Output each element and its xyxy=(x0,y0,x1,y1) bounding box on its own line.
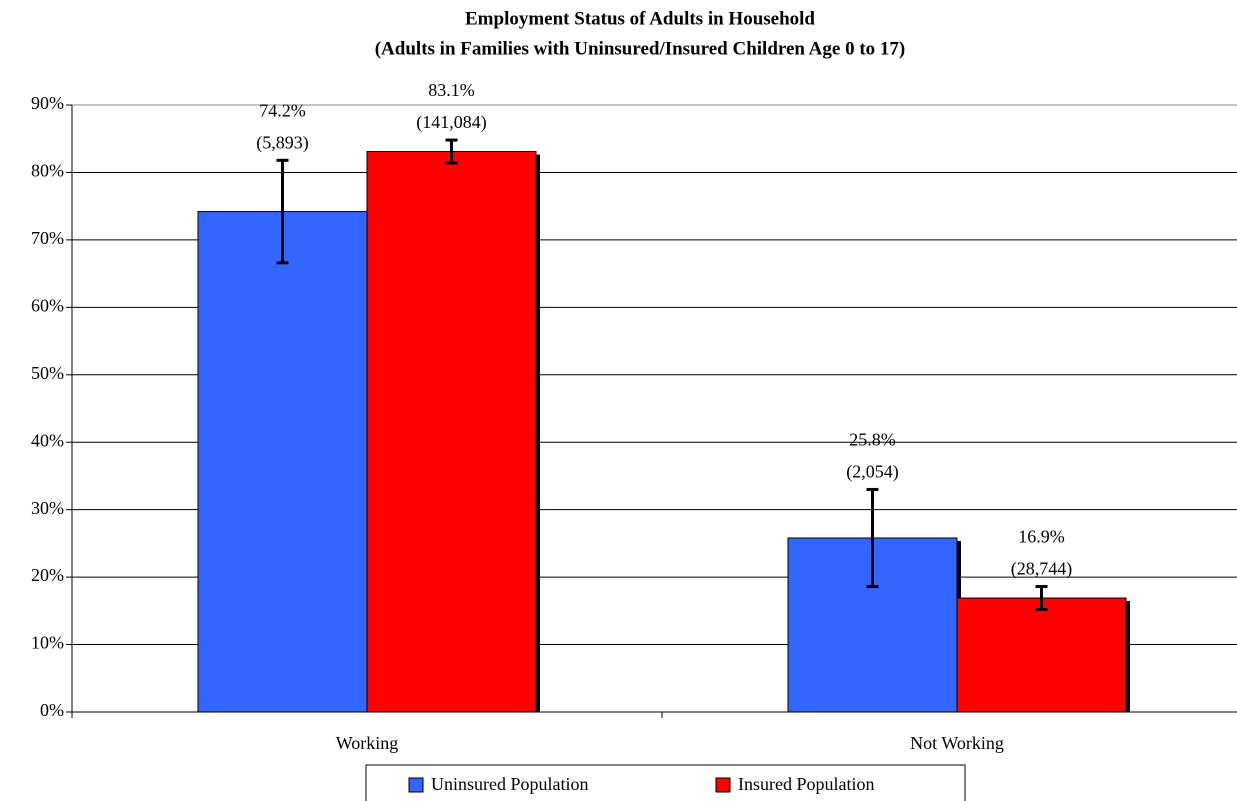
value-label: 25.8% xyxy=(849,430,896,450)
count-label: (28,744) xyxy=(1011,559,1073,580)
y-tick-label: 30% xyxy=(31,498,64,518)
count-label: (2,054) xyxy=(846,462,899,483)
bar xyxy=(956,597,1127,713)
value-label: 16.9% xyxy=(1018,527,1065,547)
chart-title: Employment Status of Adults in Household xyxy=(465,8,815,29)
count-label: (5,893) xyxy=(256,132,309,153)
bar xyxy=(366,151,537,713)
value-label: 83.1% xyxy=(428,80,475,100)
y-tick-label: 60% xyxy=(31,295,64,315)
y-tick-label: 20% xyxy=(31,565,64,585)
value-label: 74.2% xyxy=(259,100,306,120)
y-tick-label: 70% xyxy=(31,228,64,248)
legend-label: Insured Population xyxy=(738,774,875,794)
x-tick-label: Working xyxy=(336,733,399,753)
y-tick-label: 10% xyxy=(31,633,64,653)
y-tick-label: 80% xyxy=(31,161,64,181)
y-tick-label: 40% xyxy=(31,430,64,450)
legend-box xyxy=(365,764,966,801)
x-tick-label: Not Working xyxy=(910,733,1004,753)
y-tick-label: 50% xyxy=(31,363,64,383)
y-tick-label: 0% xyxy=(40,700,64,720)
legend-swatch xyxy=(715,777,731,793)
bar xyxy=(197,211,368,713)
legend-swatch xyxy=(408,777,424,793)
count-label: (141,084) xyxy=(416,112,487,133)
chart-subtitle: (Adults in Families with Uninsured/Insur… xyxy=(375,38,906,59)
y-tick-label: 90% xyxy=(31,93,64,113)
legend-label: Uninsured Population xyxy=(431,774,589,794)
